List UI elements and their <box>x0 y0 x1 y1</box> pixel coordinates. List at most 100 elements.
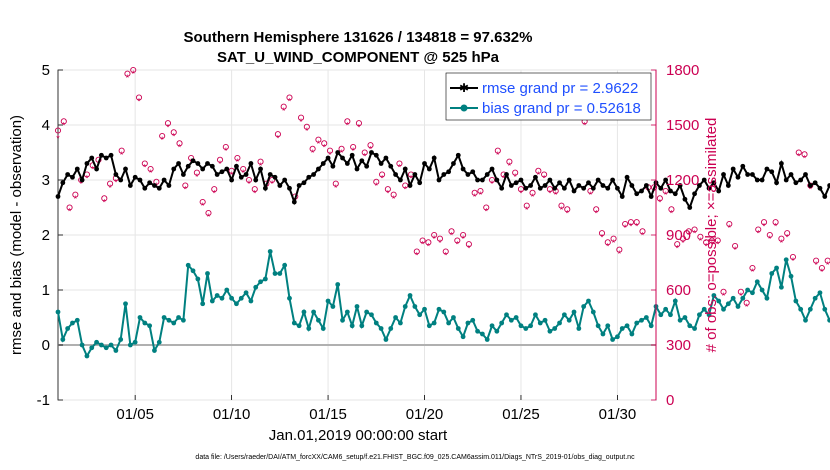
obs-assimilated-point-43: * <box>305 126 309 136</box>
obs-possible-point-104 <box>656 195 663 202</box>
bias-point-86 <box>470 317 476 323</box>
obs-possible-point-39 <box>280 103 287 110</box>
obs-possible-point-130 <box>807 182 814 189</box>
obs-assimilated-point-15: * <box>143 163 147 173</box>
obs-assimilated-point-8: * <box>103 198 107 208</box>
bias-point-156 <box>807 306 813 312</box>
rmse-point-48 <box>287 185 292 191</box>
obs-possible-point-69 <box>454 237 461 244</box>
obs-possible-point-54 <box>367 142 374 149</box>
y-right-tick-label-5: 1500 <box>666 117 699 134</box>
obs-assimilated-point-2: * <box>68 207 72 217</box>
rmse-point-69 <box>388 163 394 169</box>
bias-point-36 <box>229 295 235 301</box>
obs-possible-point-99 <box>627 219 634 226</box>
obs-possible-point-120 <box>749 264 756 272</box>
bias-point-58 <box>335 282 341 287</box>
obs-assimilated-point-0: * <box>56 133 60 143</box>
obs-possible-point-34 <box>251 186 258 193</box>
y-right-tick-label-4: 1200 <box>666 172 699 189</box>
obs-possible-point-129 <box>801 151 808 158</box>
obs-assimilated-point-128: * <box>797 152 801 162</box>
obs-assimilated-point-121: * <box>756 229 760 239</box>
rmse-point-4 <box>74 166 80 172</box>
bias-point-46 <box>277 271 283 276</box>
rmse-point-82 <box>451 161 456 166</box>
chart-title-line1: Southern Hemisphere 131626 / 134818 = 97… <box>184 29 533 46</box>
rmse-point-68 <box>383 155 389 161</box>
obs-assimilated-point-83: * <box>537 170 541 180</box>
obs-possible-point-25 <box>199 198 206 206</box>
obs-assimilated-point-9: * <box>108 183 112 193</box>
obs-assimilated-point-75: * <box>490 179 494 189</box>
bias-point-33 <box>214 293 220 298</box>
bias-point-9 <box>99 342 104 348</box>
rmse-point-78 <box>431 155 437 161</box>
obs-assimilated-point-111: * <box>699 236 703 246</box>
obs-possible-point-40 <box>286 94 293 101</box>
bias-point-15 <box>127 342 133 348</box>
bias-point-61 <box>349 323 355 329</box>
obs-possible-point-37 <box>269 176 276 184</box>
obs-possible-point-133 <box>824 257 830 264</box>
obs-possible-point-127 <box>789 253 797 261</box>
obs-possible-point-72 <box>471 189 478 196</box>
rmse-point-16 <box>132 174 138 180</box>
obs-possible-point-43 <box>303 123 310 130</box>
bias-point-45 <box>272 271 278 276</box>
bias-point-4 <box>74 317 80 323</box>
obs-possible-point-70 <box>460 231 467 239</box>
obs-possible-point-107 <box>674 241 681 248</box>
obs-possible-point-125 <box>778 235 785 242</box>
obs-possible-point-81 <box>523 202 530 209</box>
obs-assimilated-point-46: * <box>322 143 326 153</box>
bias-point-104 <box>557 320 562 326</box>
bias-point-82 <box>451 315 456 320</box>
obs-assimilated-point-131: * <box>814 260 818 270</box>
rmse-point-55 <box>320 161 326 166</box>
obs-assimilated-point-28: * <box>218 159 222 169</box>
bias-point-13 <box>118 337 124 342</box>
bias-point-133 <box>697 312 702 318</box>
bias-point-34 <box>219 295 225 301</box>
obs-assimilated-point-71: * <box>467 243 471 253</box>
bias-point-136 <box>711 293 717 298</box>
obs-assimilated-point-107: * <box>675 243 679 253</box>
bias-point-78 <box>431 320 437 326</box>
obs-possible-point-97 <box>616 246 623 253</box>
rmse-point-15 <box>127 183 133 188</box>
obs-possible-point-59 <box>396 160 403 167</box>
bias-point-44 <box>267 249 273 254</box>
bias-point-100 <box>537 320 543 326</box>
rmse-point-153 <box>793 180 799 186</box>
obs-assimilated-point-123: * <box>768 234 772 244</box>
obs-possible-point-124 <box>772 219 779 226</box>
obs-possible-point-32 <box>240 165 247 173</box>
rmse-point-133 <box>697 183 702 188</box>
obs-possible-point-0 <box>54 127 62 134</box>
rmse-point-33 <box>214 172 220 177</box>
rmse-point-106 <box>566 177 572 183</box>
rmse-point-132 <box>692 191 697 197</box>
obs-assimilated-point-51: * <box>351 146 355 156</box>
rmse-point-35 <box>224 166 230 172</box>
rmse-point-101 <box>542 183 548 188</box>
bias-point-14 <box>123 301 128 307</box>
rmse-point-131 <box>687 205 693 210</box>
bias-point-92 <box>499 320 505 326</box>
rmse-point-45 <box>272 174 278 180</box>
rmse-point-6 <box>84 161 90 166</box>
rmse-point-24 <box>171 166 177 172</box>
rmse-point-13 <box>118 177 124 183</box>
y-left-tick-label-3: 2 <box>42 227 50 244</box>
bias-point-126 <box>663 306 669 312</box>
rmse-point-61 <box>349 152 355 158</box>
obs-assimilated-point-61: * <box>409 174 413 184</box>
rmse-point-148 <box>769 169 775 175</box>
rmse-point-146 <box>759 177 765 183</box>
obs-assimilated-point-77: * <box>502 174 506 184</box>
obs-assimilated-point-100: * <box>635 221 639 231</box>
obs-assimilated-point-88: * <box>566 209 570 219</box>
rmse-point-54 <box>316 166 321 172</box>
bias-point-143 <box>745 287 751 293</box>
